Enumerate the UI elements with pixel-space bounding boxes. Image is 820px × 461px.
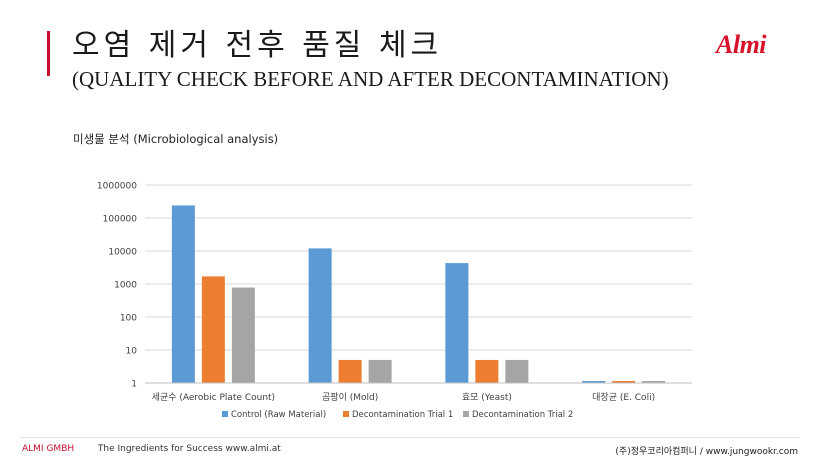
bar [505, 359, 529, 383]
x-category-label: 효모 (Yeast) [462, 392, 512, 403]
footer-divider [20, 437, 800, 438]
title-accent-bar [47, 31, 50, 76]
bar [368, 359, 392, 383]
y-tick-label: 100000 [103, 215, 138, 225]
legend-swatch [222, 411, 228, 417]
bar [171, 205, 195, 383]
bar [475, 359, 499, 383]
footer-tagline: The Ingredients for Success [97, 444, 223, 454]
x-category-label: 대장균 (E. Coli) [592, 392, 655, 403]
legend-label: Control (Raw Material) [231, 410, 326, 420]
footer-contact: (주)정우코리아컴퍼니 / www.jungwookr.com [615, 447, 798, 457]
footer-company: ALMI GMBH [22, 444, 75, 454]
legend-swatch [343, 411, 349, 417]
bar [582, 381, 606, 383]
y-tick-label: 1000000 [97, 182, 137, 192]
y-tick-label: 10000 [108, 248, 137, 258]
page-title: 오염 제거 전후 품질 체크 [72, 28, 443, 63]
y-tick-label: 10 [126, 347, 138, 357]
bar [612, 381, 636, 383]
x-category-label: 곰팡이 (Mold) [322, 392, 378, 403]
bar [201, 276, 225, 383]
almi-logo: Almi [716, 30, 767, 59]
page-subtitle: (QUALITY CHECK BEFORE AND AFTER DECONTAM… [72, 67, 669, 91]
y-tick-label: 1 [131, 380, 137, 390]
legend-label: Decontamination Trial 1 [352, 410, 453, 420]
legend-swatch [463, 411, 469, 417]
bar [445, 263, 469, 383]
x-category-label: 세균수 (Aerobic Plate Count) [152, 392, 275, 403]
chart-section-label: 미생물 분석 (Microbiological analysis) [73, 132, 279, 146]
footer-website[interactable]: www.almi.at [225, 444, 281, 454]
y-tick-label: 1000 [114, 281, 137, 291]
bar [231, 287, 255, 383]
bar [338, 359, 362, 383]
y-tick-label: 100 [120, 314, 137, 324]
bar [308, 248, 332, 383]
bar [642, 381, 666, 383]
footer-left: ALMI GMBH The Ingredients for Success ww… [22, 444, 281, 454]
legend-label: Decontamination Trial 2 [472, 410, 573, 420]
